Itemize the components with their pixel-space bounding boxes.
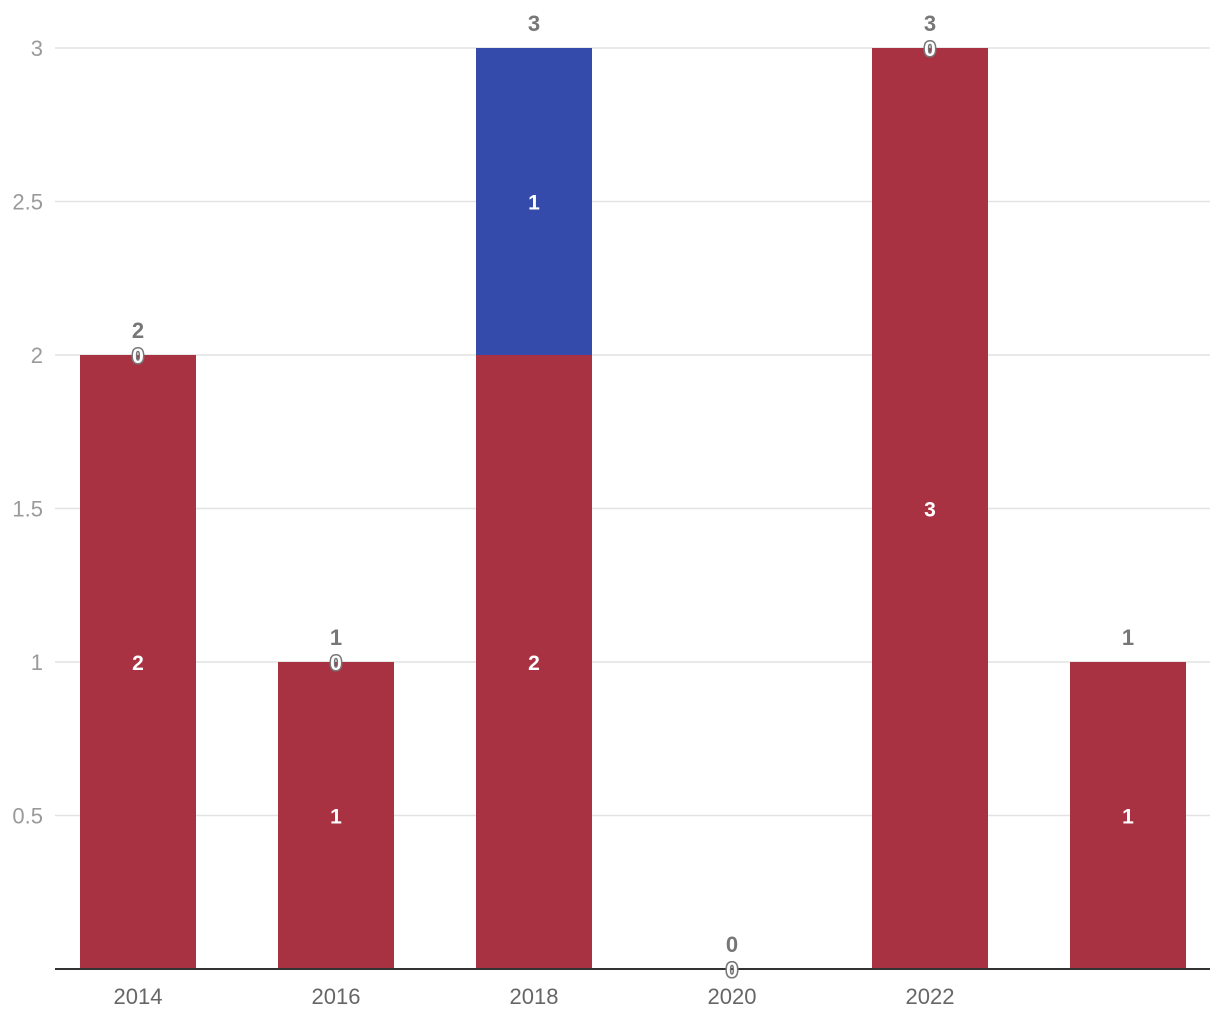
bar-segment bbox=[1070, 662, 1186, 969]
bar-value-label: 0 bbox=[924, 38, 936, 61]
y-tick-label: 1 bbox=[31, 650, 43, 675]
bar-total-label: 3 bbox=[924, 11, 936, 36]
bar-total-label: 1 bbox=[330, 625, 342, 650]
x-tick-label: 2014 bbox=[114, 984, 163, 1009]
y-tick-label: 1.5 bbox=[12, 497, 43, 522]
bar-value-label: 2 bbox=[132, 652, 144, 675]
bar-segment bbox=[476, 355, 592, 969]
y-tick-label: 2 bbox=[31, 343, 43, 368]
bar-total-label: 0 bbox=[726, 932, 738, 957]
bar-segment bbox=[872, 48, 988, 969]
y-tick-label: 2.5 bbox=[12, 190, 43, 215]
bar-segment bbox=[476, 48, 592, 355]
bar-total-label: 3 bbox=[528, 11, 540, 36]
bars bbox=[80, 48, 1186, 969]
bar-value-label: 1 bbox=[1122, 806, 1134, 829]
bar-value-label: 0 bbox=[132, 345, 144, 368]
x-tick-label: 2016 bbox=[312, 984, 361, 1009]
bar-segment bbox=[80, 355, 196, 969]
bar-value-label: 1 bbox=[528, 192, 540, 215]
y-tick-label: 3 bbox=[31, 36, 43, 61]
x-tick-label: 2022 bbox=[906, 984, 955, 1009]
gridlines bbox=[55, 47, 1210, 817]
bar-total-label: 2 bbox=[132, 318, 144, 343]
bar-value-label: 0 bbox=[726, 959, 738, 982]
y-tick-label: 0.5 bbox=[12, 804, 43, 829]
bar-value-label: 0 bbox=[726, 959, 738, 982]
x-tick-label: 2018 bbox=[510, 984, 559, 1009]
bar-total-label: 1 bbox=[1122, 625, 1134, 650]
bar-value-label: 3 bbox=[924, 499, 936, 522]
bar-value-label: 1 bbox=[330, 806, 342, 829]
bar-value-label: 0 bbox=[330, 652, 342, 675]
bar-value-label: 2 bbox=[528, 652, 540, 675]
x-tick-label: 2020 bbox=[708, 984, 757, 1009]
bar-segment bbox=[278, 662, 394, 969]
